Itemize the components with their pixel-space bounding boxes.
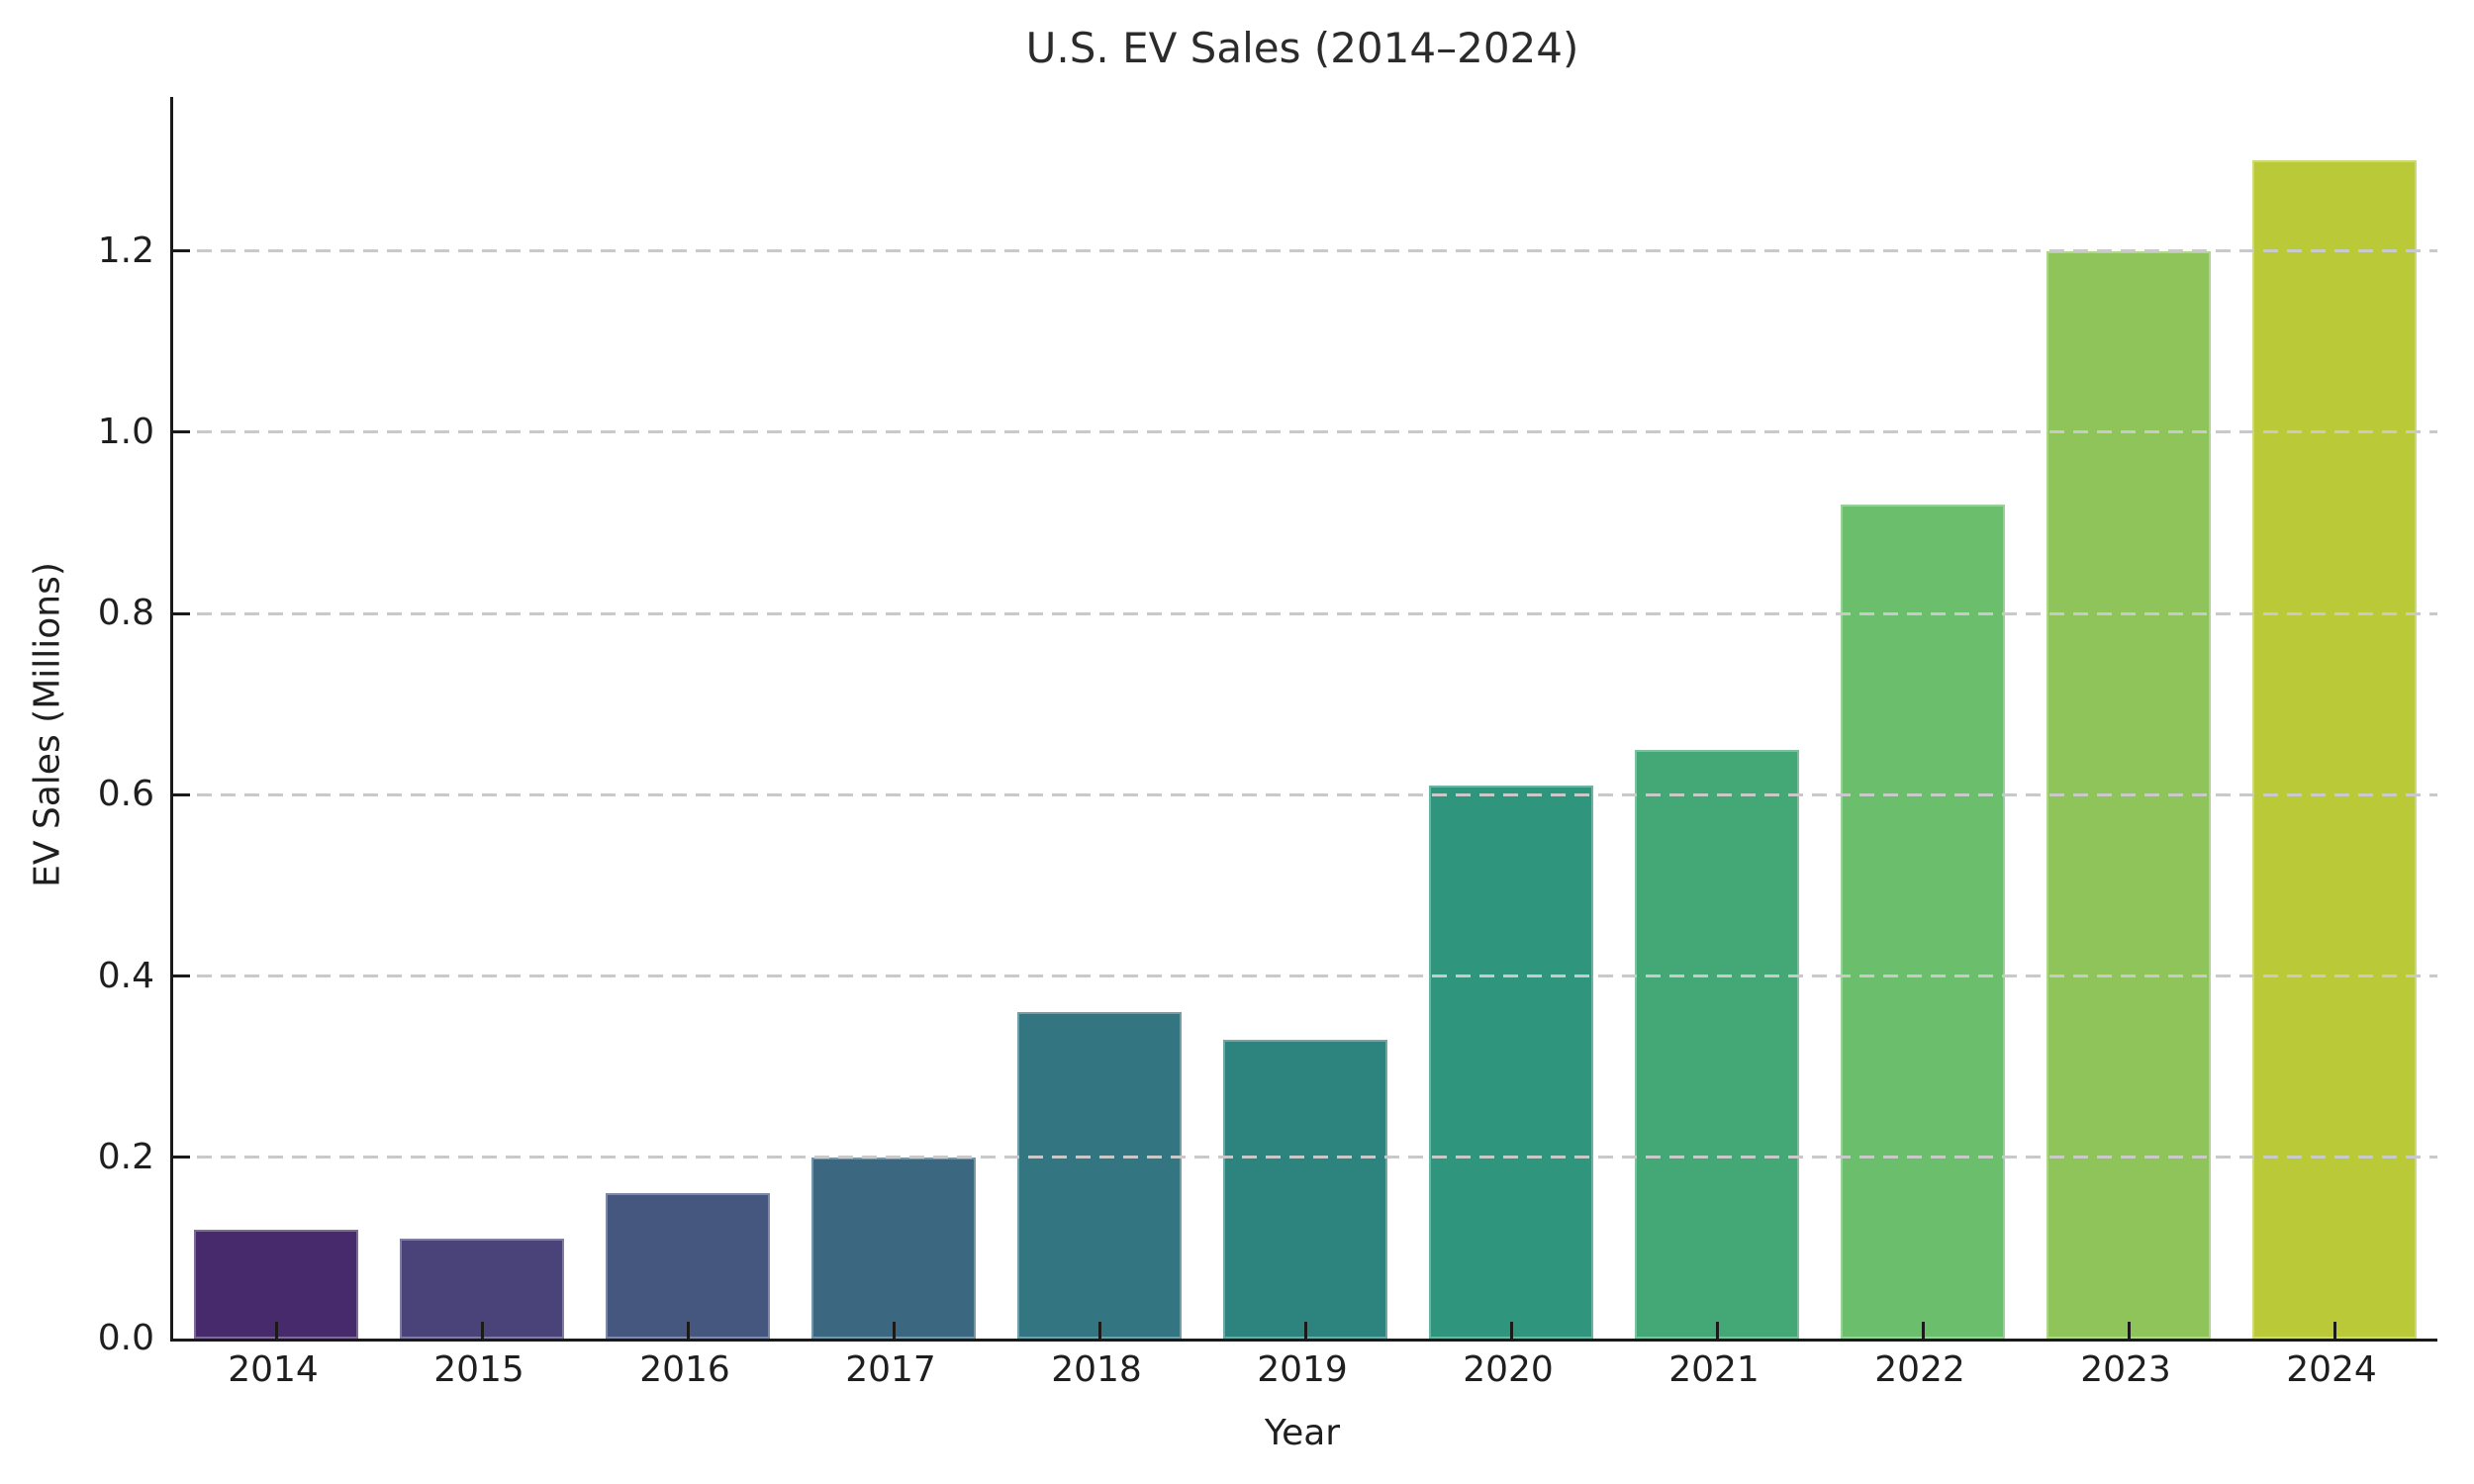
x-tick-mark-2015 [480,1322,484,1339]
x-tick-mark-2020 [1509,1322,1513,1339]
y-tick-label-0.8: 0.8 [97,593,154,634]
y-tick-label-1.0: 1.0 [97,411,154,452]
y-tick-label-0.4: 0.4 [97,955,154,996]
y-tick-mark-1.2 [173,249,190,253]
x-tick-mark-2021 [1715,1322,1719,1339]
x-tick-mark-2018 [1097,1322,1101,1339]
y-tick-mark-0.4 [173,974,190,978]
x-tick-mark-2016 [686,1322,690,1339]
x-tick-label-2023: 2023 [2080,1349,2171,1390]
gridline-1.0 [173,430,2437,434]
y-tick-label-0.0: 0.0 [97,1318,154,1358]
x-tick-mark-2023 [2127,1322,2131,1339]
x-axis-label: Year [1264,1413,1341,1453]
x-tick-label-2017: 2017 [845,1349,936,1390]
x-tick-label-2015: 2015 [433,1349,524,1390]
x-tick-label-2018: 2018 [1051,1349,1142,1390]
gridline-0.8 [173,611,2437,615]
x-tick-mark-2022 [1921,1322,1925,1339]
gridline-0.4 [173,974,2437,978]
y-tick-label-1.2: 1.2 [97,230,154,271]
y-tick-mark-0.6 [173,792,190,796]
x-tick-mark-2017 [892,1322,896,1339]
x-tick-label-2022: 2022 [1874,1349,1965,1390]
y-tick-label-0.2: 0.2 [97,1136,154,1177]
x-tick-label-2020: 2020 [1463,1349,1554,1390]
plot-area [170,97,2437,1342]
gridline-1.2 [173,249,2437,253]
x-tick-label-2014: 2014 [228,1349,319,1390]
bar-2017 [810,1157,977,1339]
y-tick-mark-1.0 [173,430,190,434]
chart-title: U.S. EV Sales (2014–2024) [1025,24,1579,72]
bar-2021 [1634,749,1800,1339]
bar-2018 [1016,1012,1183,1339]
bar-2014 [193,1230,359,1339]
x-tick-label-2024: 2024 [2286,1349,2377,1390]
y-tick-mark-0.2 [173,1156,190,1159]
x-tick-mark-2019 [1303,1322,1307,1339]
bar-2019 [1222,1039,1388,1339]
y-tick-mark-0.8 [173,611,190,615]
gridline-0.6 [173,792,2437,796]
x-tick-label-2016: 2016 [639,1349,730,1390]
gridline-0.2 [173,1156,2437,1159]
y-tick-label-0.6: 0.6 [97,774,154,815]
bar-2024 [2251,160,2418,1339]
x-tick-label-2019: 2019 [1257,1349,1348,1390]
bar-2022 [1840,505,2006,1339]
x-tick-label-2021: 2021 [1668,1349,1760,1390]
bar-2020 [1428,786,1594,1339]
bar-2016 [605,1193,771,1339]
x-tick-mark-2024 [2332,1322,2336,1339]
x-tick-mark-2014 [274,1322,278,1339]
